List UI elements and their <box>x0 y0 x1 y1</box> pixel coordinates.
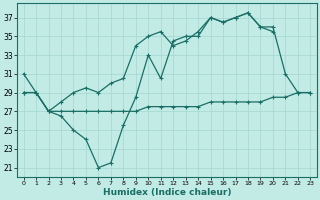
X-axis label: Humidex (Indice chaleur): Humidex (Indice chaleur) <box>103 188 231 197</box>
